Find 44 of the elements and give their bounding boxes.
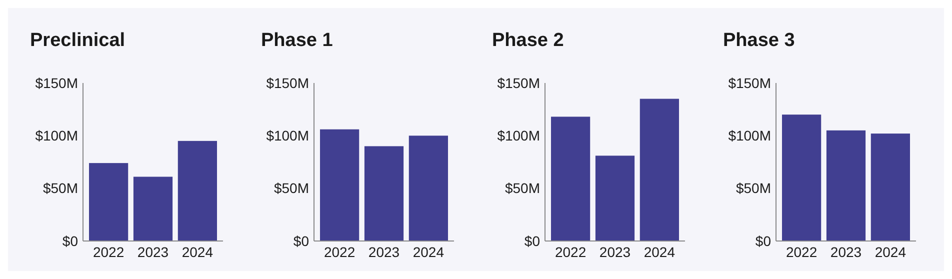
y-tick-label: $100M (35, 128, 78, 144)
bar (133, 176, 173, 241)
y-tick-label: $100M (497, 128, 540, 144)
y-tick-label: $0 (62, 232, 78, 249)
bar (782, 114, 822, 241)
bar (551, 116, 590, 241)
x-tick-label: 2022 (92, 244, 124, 260)
bar (178, 140, 217, 241)
y-tick-label: $100M (266, 128, 309, 144)
y-tick-label: $50M (504, 180, 540, 196)
chart-title: Phase 2 (492, 30, 564, 51)
x-tick-label: 2022 (786, 244, 818, 260)
bar (640, 98, 679, 241)
bar (320, 129, 360, 241)
chart-title: Preclinical (30, 30, 126, 51)
y-tick-label: $0 (293, 232, 310, 249)
y-tick-label: $50M (736, 180, 771, 196)
y-tick-label: $150M (35, 74, 78, 91)
y-tick-label: $150M (728, 74, 771, 91)
y-tick-label: $0 (755, 232, 772, 249)
x-tick-label: 2023 (137, 244, 169, 260)
x-tick-label: 2022 (554, 244, 586, 260)
chart-title: Phase 1 (261, 30, 334, 51)
chart-title: Phase 3 (723, 30, 795, 51)
x-tick-label: 2024 (412, 244, 444, 260)
y-tick-label: $0 (524, 232, 540, 249)
x-tick-label: 2023 (830, 244, 862, 260)
y-tick-label: $150M (497, 74, 540, 91)
x-tick-label: 2022 (324, 244, 356, 260)
x-tick-label: 2024 (874, 244, 906, 260)
y-tick-label: $50M (274, 180, 309, 196)
y-tick-label: $150M (266, 74, 309, 91)
x-tick-label: 2023 (599, 244, 631, 260)
bar (89, 163, 128, 241)
bar (364, 146, 404, 241)
y-tick-label: $100M (728, 128, 771, 144)
bar (595, 156, 635, 241)
x-tick-label: 2024 (644, 244, 676, 260)
x-tick-label: 2024 (182, 244, 214, 260)
bar (408, 136, 448, 241)
bar (870, 134, 910, 241)
x-tick-label: 2023 (368, 244, 400, 260)
y-tick-label: $50M (42, 180, 78, 196)
bar (826, 130, 866, 241)
